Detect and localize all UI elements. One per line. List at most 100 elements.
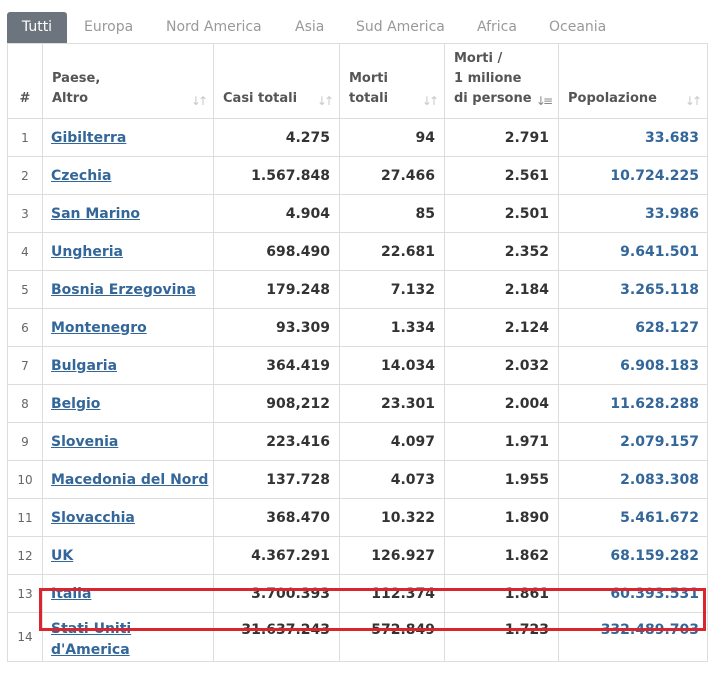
header-deaths-per-million[interactable]: Morti / 1 milione di persone ↓≡ [444, 43, 559, 119]
sort-descending-icon[interactable]: ↓≡ [535, 94, 553, 108]
total-cases: 137.728 [213, 460, 340, 499]
country-link[interactable]: Stati Uniti d'America [51, 621, 131, 658]
tab-africa[interactable]: Africa [477, 19, 517, 35]
population: 33.683 [558, 118, 708, 157]
header-dpm-line2: 1 milione [454, 71, 522, 86]
population: 332.489.703 [558, 612, 708, 662]
total-deaths: 4.073 [339, 460, 445, 499]
header-deaths-line2: totali [349, 91, 389, 106]
deaths-per-million: 2.501 [444, 194, 559, 233]
country-link[interactable]: Macedonia del Nord [51, 471, 209, 488]
table-row: 2 Czechia 1.567.848 27.466 2.561 10.724.… [7, 156, 708, 195]
tab-oceania[interactable]: Oceania [549, 19, 607, 35]
total-cases: 4.367.291 [213, 536, 340, 575]
country-name-line1: Stati Uniti [51, 621, 132, 637]
table-row: 7 Bulgaria 364.419 14.034 2.032 6.908.18… [7, 346, 708, 385]
deaths-per-million: 2.184 [444, 270, 559, 309]
deaths-per-million: 2.004 [444, 384, 559, 423]
total-cases: 3.700.393 [213, 574, 340, 613]
total-cases: 364.419 [213, 346, 340, 385]
row-index: 12 [7, 536, 43, 575]
table-row: 3 San Marino 4.904 85 2.501 33.986 [7, 194, 708, 233]
population: 33.986 [558, 194, 708, 233]
country-link[interactable]: Montenegro [51, 319, 147, 336]
country-name-line2: d'America [51, 642, 130, 658]
deaths-per-million: 2.352 [444, 232, 559, 271]
tab-sud-america[interactable]: Sud America [356, 19, 445, 35]
total-deaths: 85 [339, 194, 445, 233]
country-link[interactable]: Italia [51, 585, 92, 602]
row-index: 13 [7, 574, 43, 613]
population: 10.724.225 [558, 156, 708, 195]
table-row: 1 Gibilterra 4.275 94 2.791 33.683 [7, 118, 708, 157]
header-total-cases[interactable]: Casi totali ↓↑ [213, 43, 340, 119]
header-population-label: Popolazione [568, 91, 657, 106]
row-index: 8 [7, 384, 43, 423]
sort-arrows-icon[interactable]: ↓↑ [316, 94, 334, 108]
total-deaths: 22.681 [339, 232, 445, 271]
header-total-deaths[interactable]: Morti totali ↓↑ [339, 43, 445, 119]
table-row: 9 Slovenia 223.416 4.097 1.971 2.079.157 [7, 422, 708, 461]
population: 628.127 [558, 308, 708, 347]
country-link[interactable]: Gibilterra [51, 129, 127, 146]
total-deaths: 23.301 [339, 384, 445, 423]
table-row: 12 UK 4.367.291 126.927 1.862 68.159.282 [7, 536, 708, 575]
total-deaths: 10.322 [339, 498, 445, 537]
country-link[interactable]: Bulgaria [51, 357, 118, 374]
tab-nord-america[interactable]: Nord America [166, 19, 262, 35]
total-cases: 93.309 [213, 308, 340, 347]
country-link[interactable]: UK [51, 547, 74, 564]
total-deaths: 572.849 [339, 612, 445, 662]
deaths-per-million: 1.862 [444, 536, 559, 575]
header-population[interactable]: Popolazione ↓↑ [558, 43, 708, 119]
header-index[interactable]: # [7, 43, 43, 119]
table-row: 4 Ungheria 698.490 22.681 2.352 9.641.50… [7, 232, 708, 271]
row-index: 6 [7, 308, 43, 347]
total-cases: 31.637.243 [213, 612, 340, 662]
population: 3.265.118 [558, 270, 708, 309]
header-country[interactable]: Paese, Altro ↓↑ [42, 43, 214, 119]
sort-arrows-icon[interactable]: ↓↑ [684, 94, 702, 108]
sort-arrows-icon[interactable]: ↓↑ [421, 94, 439, 108]
country-link[interactable]: Belgio [51, 395, 101, 412]
deaths-per-million: 1.971 [444, 422, 559, 461]
total-deaths: 126.927 [339, 536, 445, 575]
header-country-line1: Paese, [52, 71, 101, 86]
table-row: 11 Slovacchia 368.470 10.322 1.890 5.461… [7, 498, 708, 537]
country-link[interactable]: Czechia [51, 167, 112, 184]
population: 2.079.157 [558, 422, 708, 461]
header-country-line2: Altro [52, 91, 89, 106]
deaths-per-million: 2.032 [444, 346, 559, 385]
row-index: 11 [7, 498, 43, 537]
population: 11.628.288 [558, 384, 708, 423]
total-deaths: 94 [339, 118, 445, 157]
header-total-cases-label: Casi totali [223, 91, 298, 106]
covid-table: # Paese, Altro ↓↑ Casi totali ↓↑ Morti t… [7, 43, 708, 662]
table-row: 8 Belgio 908,212 23.301 2.004 11.628.288 [7, 384, 708, 423]
deaths-per-million: 1.955 [444, 460, 559, 499]
total-cases: 4.904 [213, 194, 340, 233]
table-row: 14 Stati Uniti d'America 31.637.243 572.… [7, 612, 708, 662]
country-link[interactable]: Slovacchia [51, 509, 135, 526]
tab-tutti[interactable]: Tutti [7, 12, 67, 43]
tab-asia[interactable]: Asia [295, 19, 325, 35]
header-deaths-line1: Morti [349, 71, 388, 86]
row-index: 1 [7, 118, 43, 157]
deaths-per-million: 2.561 [444, 156, 559, 195]
country-link[interactable]: Bosnia Erzegovina [51, 281, 196, 298]
total-deaths: 112.374 [339, 574, 445, 613]
total-deaths: 27.466 [339, 156, 445, 195]
population: 9.641.501 [558, 232, 708, 271]
country-link[interactable]: San Marino [51, 205, 141, 222]
country-link[interactable]: Ungheria [51, 243, 123, 260]
total-deaths: 7.132 [339, 270, 445, 309]
country-link[interactable]: Slovenia [51, 433, 119, 450]
table-row: 6 Montenegro 93.309 1.334 2.124 628.127 [7, 308, 708, 347]
row-index: 7 [7, 346, 43, 385]
population: 5.461.672 [558, 498, 708, 537]
population: 60.393.531 [558, 574, 708, 613]
sort-arrows-icon[interactable]: ↓↑ [190, 94, 208, 108]
total-cases: 368.470 [213, 498, 340, 537]
tab-europa[interactable]: Europa [84, 19, 134, 35]
total-deaths: 1.334 [339, 308, 445, 347]
